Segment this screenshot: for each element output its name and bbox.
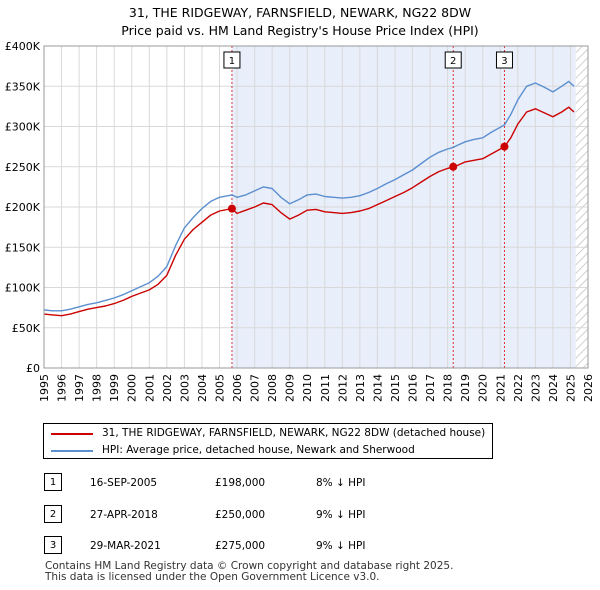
axis-layer: £0 £50K £100K £150K £200K £250K £300K £350K £400…	[5, 40, 595, 402]
legend: 31, THE RIDGEWAY, FARNSFIELD, NEWARK, NG…	[43, 423, 493, 459]
plot-frame	[43, 45, 589, 369]
y-tick-label: £300K	[5, 121, 41, 134]
x-tick-label: 2020	[477, 374, 490, 402]
y-tick-label: £400K	[5, 40, 41, 53]
sale-number-badge: 3	[44, 536, 62, 554]
x-tick-label: 2024	[547, 374, 560, 402]
x-tick-label: 2016	[407, 374, 420, 402]
sale-price: £275,000	[215, 540, 266, 552]
y-tick-label: £250K	[5, 161, 41, 174]
chart-title-line1: 31, THE RIDGEWAY, FARNSFIELD, NEWARK, NG…	[128, 5, 472, 20]
sale-marker-label-3: 3	[501, 56, 507, 67]
legend-swatch-property	[51, 433, 93, 435]
x-tick-label: 2002	[161, 374, 174, 402]
x-tick-label: 2000	[126, 374, 139, 402]
x-tick-label: 1997	[73, 374, 86, 402]
sale-marker-box-1	[223, 51, 241, 69]
x-tick-label: 2025	[564, 374, 577, 402]
sale-point-2	[449, 162, 458, 171]
sale-marker-label-1: 1	[229, 56, 235, 67]
x-tick-label: 2010	[301, 374, 314, 402]
x-tick-label: 2009	[284, 374, 297, 402]
y-tick-label: £0	[26, 362, 40, 375]
sale-date: 16-SEP-2005	[90, 477, 158, 489]
sale-marker-label-2: 2	[450, 56, 456, 67]
sale-hpi-diff: 8% ↓ HPI	[316, 477, 366, 489]
hpi-series-line	[43, 80, 575, 312]
sale-date: 27-APR-2018	[90, 509, 158, 521]
sale-number-badge: 2	[44, 505, 62, 523]
y-tick-label: £350K	[5, 80, 41, 93]
x-tick-label: 2023	[529, 374, 542, 402]
x-tick-label: 2004	[196, 374, 209, 402]
y-tick-label: £100K	[5, 282, 41, 295]
x-tick-label: 2005	[213, 374, 226, 402]
footer: Contains HM Land Registry data © Crown c…	[45, 561, 453, 583]
x-tick-label: 2014	[371, 374, 384, 402]
y-tick-label: £150K	[5, 241, 41, 254]
sale-date: 29-MAR-2021	[90, 540, 161, 552]
x-tick-label: 2026	[582, 374, 595, 402]
chart-title-line2: Price paid vs. HM Land Registry's House …	[121, 23, 479, 38]
sale-marker-box-3	[495, 51, 513, 69]
sale-hpi-diff: 9% ↓ HPI	[316, 540, 366, 552]
sale-price: £250,000	[215, 509, 266, 521]
x-tick-label: 2018	[442, 374, 455, 402]
x-tick-label: 2019	[459, 374, 472, 402]
x-tick-label: 2006	[231, 374, 244, 402]
legend-label-hpi: HPI: Average price, detached house, Newa…	[102, 444, 415, 456]
x-tick-label: 1995	[38, 374, 51, 402]
grid-layer	[43, 45, 589, 369]
sale-point-3	[500, 142, 509, 151]
y-tick-label: £200K	[5, 201, 41, 214]
x-tick-label: 2011	[319, 374, 332, 402]
x-tick-label: 2007	[249, 374, 262, 402]
y-tick-label: £50K	[12, 322, 41, 335]
x-tick-label: 2017	[424, 374, 437, 402]
x-tick-label: 2008	[266, 374, 279, 402]
property-series-line	[43, 106, 575, 317]
legend-label-property: 31, THE RIDGEWAY, FARNSFIELD, NEWARK, NG…	[102, 427, 486, 439]
x-tick-label: 2001	[143, 374, 156, 402]
x-tick-label: 1999	[108, 374, 121, 402]
x-tick-label: 2013	[354, 374, 367, 402]
footer-licence: This data is licensed under the Open Gov…	[45, 571, 380, 583]
sale-point-layer	[227, 142, 509, 213]
legend-swatch-hpi	[51, 450, 93, 452]
chart-title: 31, THE RIDGEWAY, FARNSFIELD, NEWARK, NG…	[0, 4, 600, 40]
sale-marker-box-2	[444, 51, 462, 69]
x-tick-label: 2003	[178, 374, 191, 402]
sale-hpi-diff: 9% ↓ HPI	[316, 509, 366, 521]
x-tick-label: 2015	[389, 374, 402, 402]
series-layer	[43, 80, 575, 317]
x-tick-label: 1998	[91, 374, 104, 402]
price-chart: 1 2 3 £0 £50K £100K £150K £200K £250K £300K £350K…	[5, 40, 595, 402]
x-tick-label: 2012	[336, 374, 349, 402]
sale-number-badge: 1	[44, 473, 62, 491]
footer-copyright: Contains HM Land Registry data © Crown c…	[45, 560, 454, 572]
x-tick-label: 1996	[56, 374, 69, 402]
sale-point-1	[227, 204, 236, 213]
x-tick-label: 2021	[494, 374, 507, 402]
sale-price: £198,000	[215, 477, 266, 489]
x-tick-label: 2022	[512, 374, 525, 402]
